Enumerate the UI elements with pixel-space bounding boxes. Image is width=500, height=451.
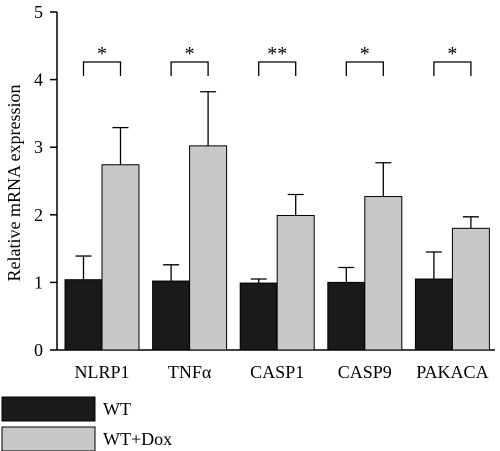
significance-label: * bbox=[447, 43, 457, 65]
x-tick-label: CASP9 bbox=[338, 362, 392, 382]
y-tick-label: 0 bbox=[34, 340, 43, 360]
significance-bracket bbox=[258, 61, 297, 76]
y-tick-label: 3 bbox=[34, 137, 43, 157]
significance-bracket bbox=[345, 61, 384, 76]
legend: WT WT+Dox bbox=[1, 396, 172, 451]
bar-wt-2 bbox=[239, 282, 278, 351]
significance-label: * bbox=[360, 43, 370, 65]
bar-wt-3 bbox=[327, 281, 366, 351]
bar-wt-0 bbox=[64, 279, 103, 351]
significance-label: ** bbox=[267, 43, 287, 65]
bar-wt-dox-2 bbox=[276, 214, 315, 351]
bar-wt-1 bbox=[152, 280, 191, 351]
legend-label: WT bbox=[103, 399, 131, 419]
x-tick-label: NLRP1 bbox=[74, 362, 129, 382]
legend-label: WT+Dox bbox=[103, 429, 172, 449]
bar-wt-dox-1 bbox=[189, 145, 228, 351]
y-axis-title: Relative mRNA expression bbox=[4, 85, 24, 282]
significance-bracket bbox=[433, 61, 472, 76]
axes: 0 1 2 3 4 5 Relative mRNA expression NLRP1 TNFα C… bbox=[4, 2, 495, 382]
y-tick-label: 1 bbox=[34, 272, 43, 292]
x-tick-label: PAKACA bbox=[416, 362, 488, 382]
significance-label: * bbox=[185, 43, 195, 65]
significance-bracket bbox=[82, 61, 122, 76]
significance-bracket bbox=[170, 61, 209, 76]
chart-marks: * * ** * * bbox=[64, 43, 490, 351]
bar-wt-dox-0 bbox=[101, 164, 140, 351]
y-tick-label: 4 bbox=[34, 70, 43, 90]
legend-swatch-wt-dox bbox=[1, 426, 96, 451]
bar-wt-dox-3 bbox=[364, 196, 403, 351]
significance-label: * bbox=[97, 43, 107, 65]
y-tick-label: 5 bbox=[34, 2, 43, 22]
x-tick-label: TNFα bbox=[168, 362, 212, 382]
y-tick-label: 2 bbox=[34, 205, 43, 225]
legend-swatch-wt bbox=[1, 396, 96, 422]
x-tick-label: CASP1 bbox=[250, 362, 304, 382]
bar-wt-dox-4 bbox=[451, 227, 490, 351]
bar-wt-4 bbox=[414, 278, 453, 351]
